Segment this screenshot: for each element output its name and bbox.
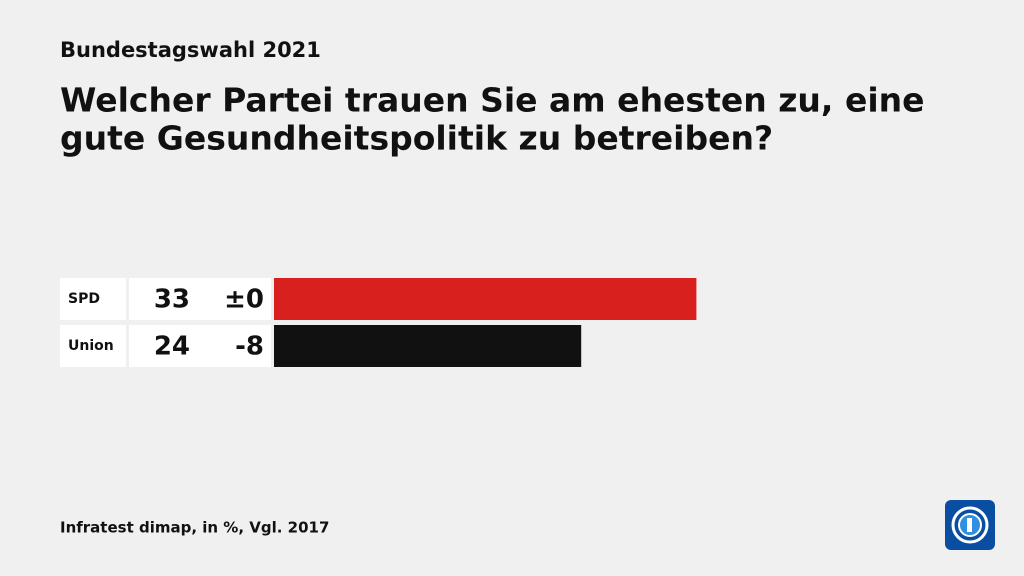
logo <box>945 500 995 550</box>
value-cell <box>129 325 271 367</box>
value-cell <box>129 278 271 320</box>
bar <box>274 325 582 367</box>
bar <box>274 278 697 320</box>
label-cell <box>60 278 126 320</box>
supertitle: Bundestagswahl 2021 <box>60 38 321 62</box>
source: Infratest dimap, in %, Vgl. 2017 <box>60 519 329 537</box>
chart-title: Welcher Partei trauen Sie am ehesten zu,… <box>60 81 925 120</box>
category-label: SPD <box>68 291 100 307</box>
label-cell <box>60 325 126 367</box>
change-label: -8 <box>235 332 264 362</box>
chart-title: gute Gesundheitspolitik zu betreiben? <box>60 119 773 158</box>
value-label: 33 <box>154 285 190 315</box>
change-label: ±0 <box>224 285 264 315</box>
category-label: Union <box>68 338 114 354</box>
value-label: 24 <box>154 332 190 362</box>
